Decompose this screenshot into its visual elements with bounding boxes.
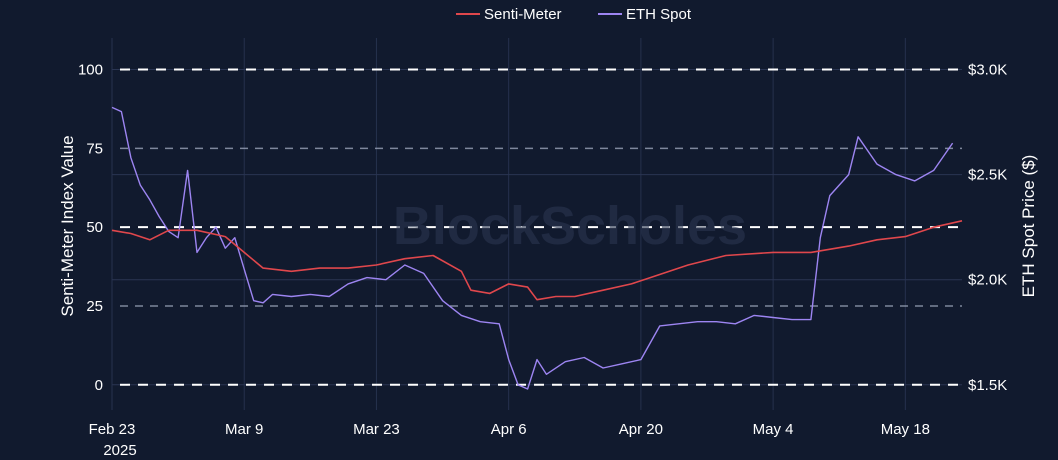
- left-tick-label: 100: [78, 62, 103, 79]
- left-tick-label: 0: [95, 377, 103, 394]
- right-tick-label: $2.5K: [968, 167, 1007, 184]
- legend-label: ETH Spot: [626, 6, 692, 23]
- grid: [111, 38, 962, 410]
- right-tick-label: $3.0K: [968, 62, 1007, 79]
- series-line-senti-meter: [111, 220, 963, 301]
- left-axis-title: Senti-Meter Index Value: [58, 135, 77, 316]
- x-tick-label: Apr 6: [491, 421, 527, 438]
- left-tick-label: 25: [86, 298, 103, 315]
- x-tick-label: May 4: [753, 421, 794, 438]
- legend: Senti-Meter ETH Spot: [456, 6, 692, 23]
- right-axis-title: ETH Spot Price ($): [1019, 155, 1038, 298]
- x-tick-label: Mar 23: [353, 421, 400, 438]
- x-axis-ticks: Feb 23 Mar 9 Mar 23 Apr 6 Apr 20 May 4 May 18: [89, 421, 930, 438]
- legend-label: Senti-Meter: [484, 6, 562, 23]
- x-tick-label: Feb 23: [89, 421, 136, 438]
- series-line-eth-spot: [111, 106, 954, 390]
- left-tick-label: 50: [86, 219, 103, 236]
- x-tick-label: May 18: [881, 421, 930, 438]
- watermark: BlockScholes: [393, 196, 747, 256]
- right-axis-ticks: $1.5K $2.0K $2.5K $3.0K: [968, 62, 1007, 394]
- x-tick-label: Mar 9: [225, 421, 263, 438]
- right-tick-label: $2.0K: [968, 272, 1007, 289]
- series-layer: [111, 106, 963, 390]
- left-axis-ticks: 0 25 50 75 100: [78, 62, 103, 394]
- left-tick-label: 75: [86, 140, 103, 157]
- right-tick-label: $1.5K: [968, 377, 1007, 394]
- x-tick-label: Apr 20: [619, 421, 663, 438]
- x-axis-year-label: 2025: [103, 442, 136, 459]
